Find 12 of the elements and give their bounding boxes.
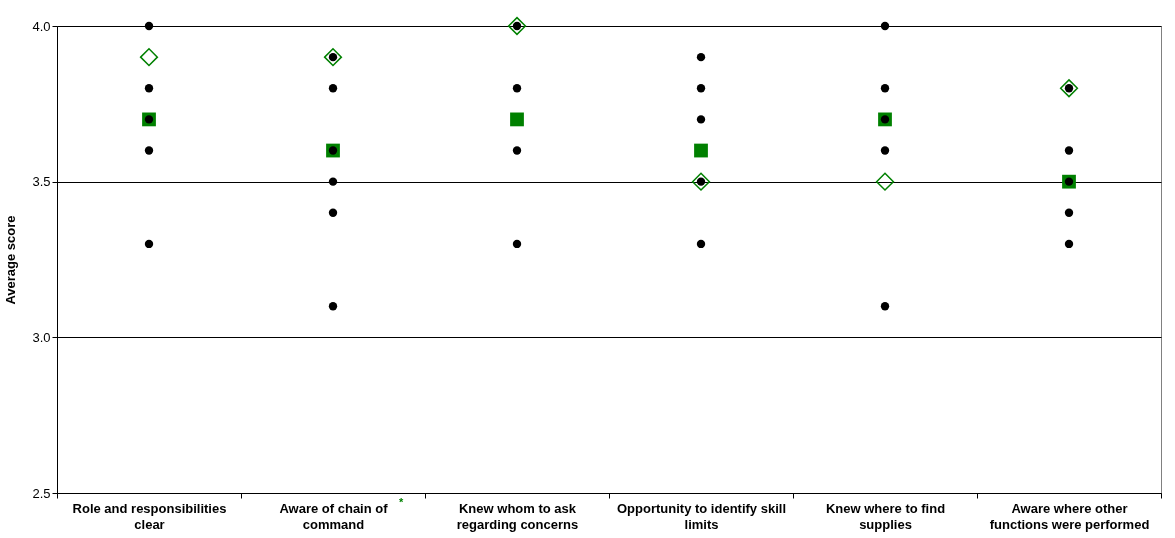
x-tick-label: Knew whom to ask regarding concerns <box>456 500 579 532</box>
x-tick-label: Aware where other functions were performed <box>989 500 1150 532</box>
text: * <box>399 496 404 508</box>
x-tick-label: Aware of chain of command <box>279 500 389 532</box>
y-tick-label: 3.5 <box>32 174 51 190</box>
y-axis-title: Average score <box>3 215 19 305</box>
x-tick-label: Role and responsibilities clear <box>72 500 227 532</box>
y-tick-label: 2.5 <box>32 485 51 501</box>
x-tick-label: Opportunity to identify skill limits <box>617 500 786 532</box>
x-tick-label: Knew where to find supplies <box>825 500 946 532</box>
y-tick-label: 3.0 <box>32 329 51 345</box>
y-tick-label: 4.0 <box>32 18 51 34</box>
